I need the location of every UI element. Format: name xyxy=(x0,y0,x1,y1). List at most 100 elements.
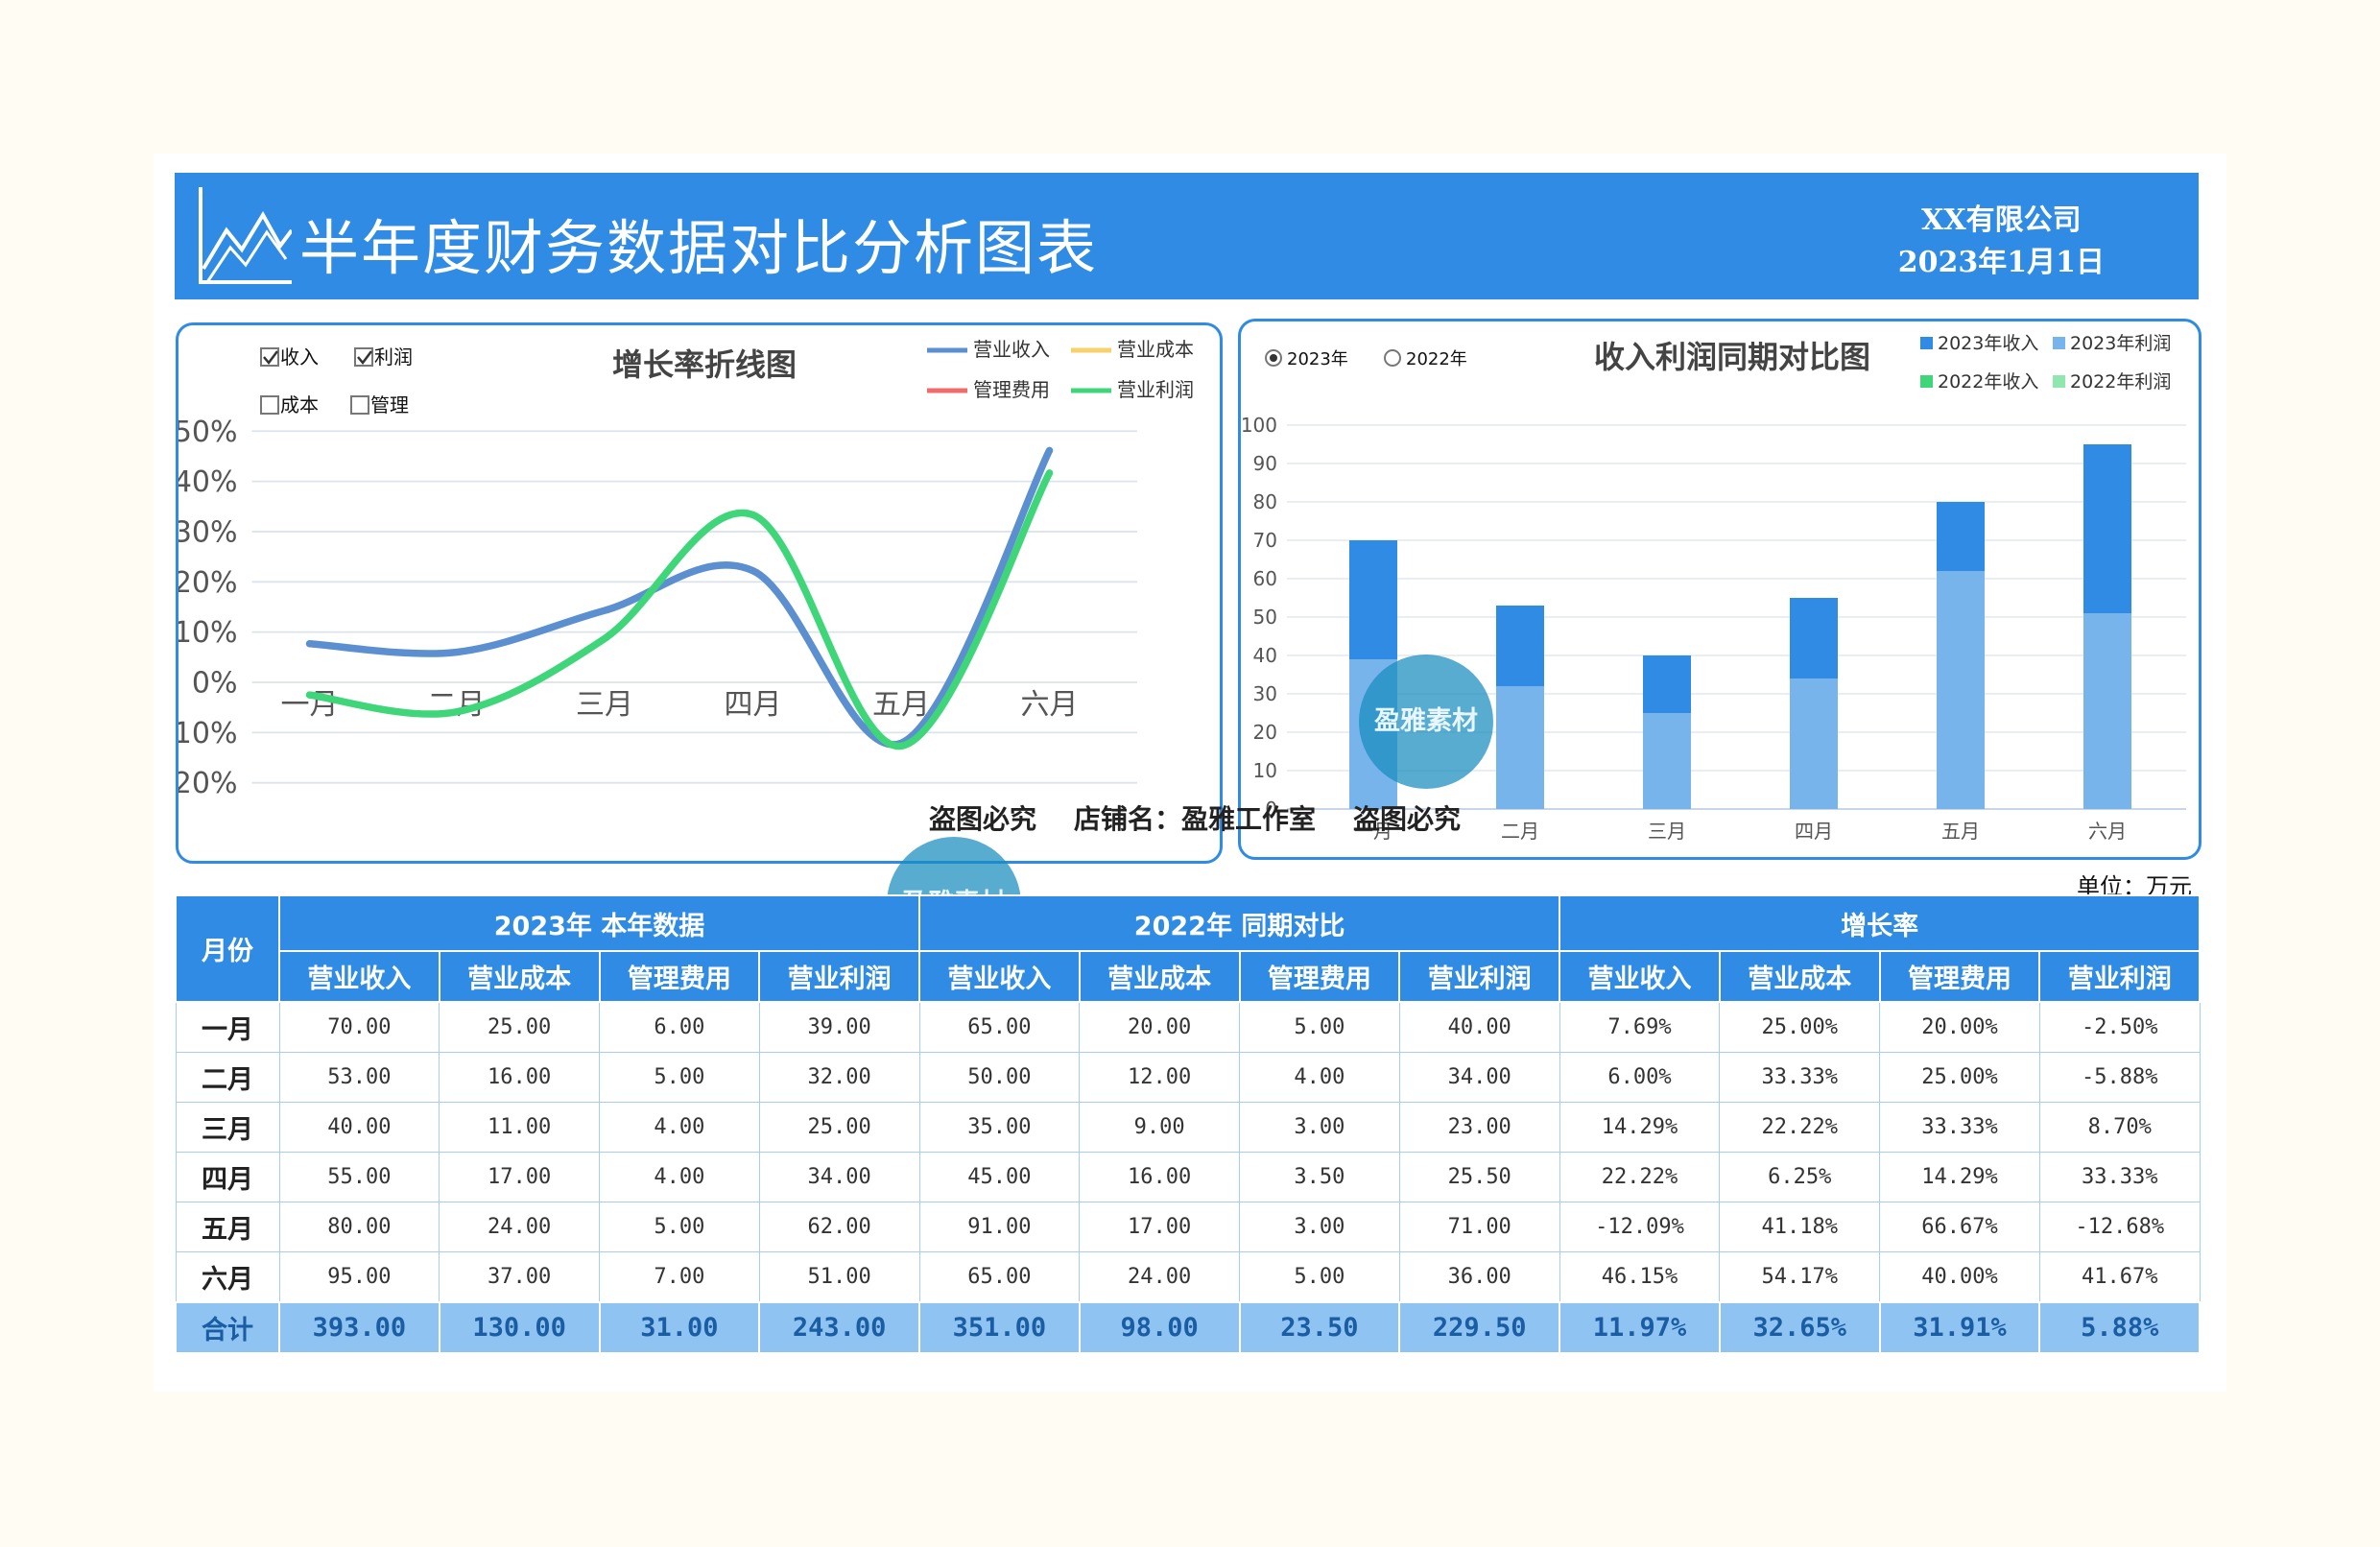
value-cell: 31.91% xyxy=(1878,1301,2041,1354)
column-header: 营业收入 xyxy=(918,950,1081,1003)
x-tick-label: 二月 xyxy=(1501,820,1539,843)
value-cell: 22.22% xyxy=(1559,1152,1721,1202)
value-cell: 40.00 xyxy=(1398,1001,1560,1053)
y-tick-label: -10% xyxy=(178,717,238,750)
bar-profit-三月 xyxy=(1643,713,1691,809)
table-row: 四月 55.00 17.00 4.00 34.00 45.00 16.00 3.50 25.50… xyxy=(175,1152,2201,1202)
line-y-ticks: 50% 40% 30% 20% 10% 0% -10% -20% xyxy=(163,416,238,800)
value-cell: -2.50% xyxy=(2038,1001,2201,1053)
x-tick-label: 一月 xyxy=(1354,820,1392,843)
table-row: 六月 95.00 37.00 7.00 51.00 65.00 24.00 5.00 36.00… xyxy=(175,1251,2201,1303)
radio-2022-label: 2022年 xyxy=(1406,349,1467,369)
company-block: XX有限公司 2023年1月1日 xyxy=(1898,200,2105,284)
growth-line-chart-panel: 收入 利润 成本 管理 增长率折线图 营业收入 营业成本 管理费用 营业利润 50% 4… xyxy=(163,322,1223,864)
value-cell: 46.15% xyxy=(1559,1251,1721,1303)
value-cell: 17.00 xyxy=(439,1152,600,1202)
y-tick-label: 40% xyxy=(178,465,238,499)
value-cell: 25.00 xyxy=(758,1102,920,1153)
line-x-ticks: 一月 二月 三月 四月 五月 六月 xyxy=(281,688,1079,722)
radio-2022[interactable]: 2022年 xyxy=(1384,349,1467,369)
legend-label: 2023年利润 xyxy=(2070,333,2171,354)
value-cell: 50.00 xyxy=(918,1052,1081,1103)
x-tick-label: 六月 xyxy=(2088,820,2127,843)
page-title: 半年度财务数据对比分析图表 xyxy=(299,213,1099,283)
radio-2023[interactable]: 2023年 xyxy=(1265,349,1348,369)
x-tick-label: 五月 xyxy=(1941,820,1980,843)
value-cell: 55.00 xyxy=(278,1152,440,1202)
legend-swatch xyxy=(2053,337,2065,349)
value-cell: 37.00 xyxy=(439,1251,600,1303)
bar-profit-五月 xyxy=(1937,571,1985,809)
column-header: 管理费用 xyxy=(1238,950,1401,1003)
table-row: 二月 53.00 16.00 5.00 32.00 50.00 12.00 4.00 34.00… xyxy=(175,1052,2201,1103)
legend-label: 2022年收入 xyxy=(1938,371,2038,393)
y-tick-label: -20% xyxy=(178,767,238,800)
checkbox-management-label: 管理 xyxy=(370,393,409,416)
bar-marks xyxy=(1349,444,2131,809)
checkbox-income[interactable]: 收入 xyxy=(260,345,319,369)
value-cell: 25.00 xyxy=(439,1001,600,1053)
bar-profit-四月 xyxy=(1790,678,1838,809)
bar-chart-title: 收入利润同期对比图 xyxy=(1594,339,1870,375)
value-cell: 6.00% xyxy=(1559,1052,1721,1103)
checkbox-profit[interactable]: 利润 xyxy=(354,345,413,369)
value-cell: 4.00 xyxy=(1239,1052,1400,1103)
x-tick-label: 四月 xyxy=(725,688,782,722)
value-cell: 6.00 xyxy=(599,1001,760,1053)
value-cell: 23.50 xyxy=(1238,1301,1401,1354)
value-cell: 40.00% xyxy=(1879,1251,2040,1303)
bar-legend: 2023年收入 2023年利润 2022年收入 2022年利润 xyxy=(1920,333,2171,393)
title-banner: 半年度财务数据对比分析图表 XX有限公司 2023年1月1日 xyxy=(175,173,2199,299)
radio-2023-label: 2023年 xyxy=(1287,349,1348,369)
value-cell: 80.00 xyxy=(278,1202,440,1252)
checkbox-cost-label: 成本 xyxy=(280,393,319,416)
checkbox-cost[interactable]: 成本 xyxy=(260,393,319,416)
month-cell: 二月 xyxy=(175,1052,280,1103)
checkbox-management[interactable]: 管理 xyxy=(350,393,409,416)
legend-label: 2022年利润 xyxy=(2070,371,2171,393)
financial-data-table: 月份 2023年 本年数据 2022年 同期对比 增长率 营业收入 营业成本 管理费… xyxy=(175,894,2202,1354)
y-tick-label: 80 xyxy=(1253,490,1277,513)
column-header: 营业成本 xyxy=(438,950,601,1003)
value-cell: 393.00 xyxy=(278,1301,440,1354)
bar-profit-二月 xyxy=(1496,686,1544,809)
value-cell: 25.00% xyxy=(1879,1052,2040,1103)
bar-profit-六月 xyxy=(2083,613,2131,809)
value-cell: 11.00 xyxy=(439,1102,600,1153)
value-cell: 36.00 xyxy=(1398,1251,1560,1303)
value-cell: 3.00 xyxy=(1239,1102,1400,1153)
month-cell: 五月 xyxy=(175,1202,280,1252)
value-cell: 351.00 xyxy=(918,1301,1081,1354)
value-cell: 95.00 xyxy=(278,1251,440,1303)
value-cell: 25.00% xyxy=(1719,1001,1881,1053)
series-line-营业收入 xyxy=(305,446,1054,749)
y-tick-label: 70 xyxy=(1253,529,1277,552)
y-tick-label: 30% xyxy=(178,515,238,549)
x-tick-label: 六月 xyxy=(1021,688,1079,722)
watermark-text: 盗图必究 店铺名：盈雅工作室 盗图必究 xyxy=(929,803,1461,835)
checkbox-profit-label: 利润 xyxy=(374,345,413,369)
column-header-row: 营业收入 营业成本 管理费用 营业利润 营业收入 营业成本 管理费用 营业利润 营业收入 营业成本… xyxy=(176,950,2202,1003)
value-cell: 6.25% xyxy=(1719,1152,1881,1202)
y-tick-label: 30 xyxy=(1253,682,1277,705)
value-cell: 41.67% xyxy=(2038,1251,2201,1303)
legend-label: 营业收入 xyxy=(973,338,1050,361)
legend-swatch xyxy=(2053,375,2065,388)
column-header: 营业成本 xyxy=(1718,950,1881,1003)
value-cell: 16.00 xyxy=(439,1052,600,1103)
value-cell: 22.22% xyxy=(1719,1102,1881,1153)
value-cell: 16.00 xyxy=(1079,1152,1241,1202)
line-chart-title: 增长率折线图 xyxy=(612,346,797,383)
legend-swatch xyxy=(1920,375,1933,388)
y-tick-label: 50% xyxy=(178,416,238,449)
value-cell: 32.00 xyxy=(758,1052,920,1103)
value-cell: -12.68% xyxy=(2038,1202,2201,1252)
legend-swatch xyxy=(1920,337,1933,349)
report-date: 2023年1月1日 xyxy=(1897,246,2105,279)
value-cell: 71.00 xyxy=(1398,1202,1560,1252)
value-cell: 3.00 xyxy=(1239,1202,1400,1252)
legend-label: 营业利润 xyxy=(1117,378,1194,401)
